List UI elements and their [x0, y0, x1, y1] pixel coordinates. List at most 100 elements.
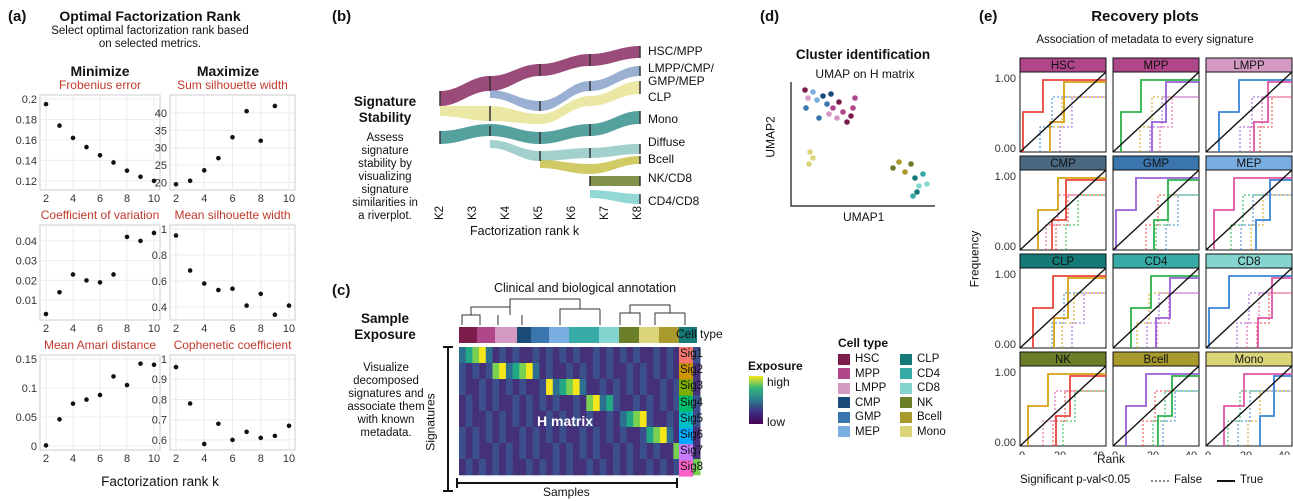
heatmap-cell [519, 347, 527, 364]
heatmap-cell [465, 443, 473, 460]
heatmap-cell [619, 427, 627, 444]
umap-point [848, 113, 854, 119]
heatmap-cell [666, 379, 674, 396]
heatmap-cell [492, 443, 500, 460]
signatures-bracket [443, 346, 453, 492]
signature-label: Sig6 [680, 429, 704, 442]
legend-item-hsc: HSC [838, 352, 886, 367]
y-tick-label: 0.03 [16, 256, 37, 268]
metric-title: Mean silhouette width [174, 208, 290, 222]
recovery-line-false [1045, 194, 1106, 250]
heatmap-cell [613, 347, 621, 364]
heatmap-cell [505, 347, 513, 364]
y-tick-label: 35 [155, 125, 167, 137]
data-point [43, 443, 49, 448]
data-point [244, 108, 249, 114]
heatmap-cell [593, 363, 600, 380]
legend-label: CMP [855, 396, 881, 409]
heatmap-cell [546, 443, 554, 460]
signature-label: Sig2 [680, 364, 704, 377]
heatmap-cell [559, 363, 567, 380]
legend-swatch [900, 353, 912, 365]
heatmap-cell [653, 411, 661, 428]
recovery-line-true [1055, 375, 1106, 446]
recovery-line-true [1053, 277, 1106, 348]
heatmap-cell [633, 347, 641, 364]
heatmap-cell [626, 395, 634, 412]
recovery-line-true [1208, 275, 1292, 348]
heatmap-cell [539, 411, 547, 428]
y-tick-label: 0.15 [16, 354, 37, 366]
heatmap-cell [532, 443, 540, 460]
recovery-line-true [1213, 177, 1292, 250]
heatmap-cell [459, 379, 466, 396]
heatmap-cell [472, 379, 480, 396]
diagonal-reference [1112, 169, 1200, 251]
recovery-line-true [1051, 179, 1106, 250]
legend-label: Bcell [917, 411, 942, 424]
heatmap-cell [626, 443, 634, 460]
signature-label: Sig7 [680, 445, 704, 458]
heatmap-cell [666, 347, 674, 364]
umap-point [805, 95, 811, 101]
signature-label: Sig8 [680, 461, 704, 474]
signature-color-chip [679, 444, 693, 461]
rank-tick-K8: K8 [632, 205, 644, 220]
heatmap-cell [505, 379, 513, 396]
heatmap-cell [693, 347, 701, 364]
heatmap-cell [546, 459, 554, 476]
heatmap-cell [633, 443, 641, 460]
data-point [187, 268, 193, 273]
legend-item-mono: Mono [900, 425, 946, 440]
x-tick-label: 10 [283, 323, 295, 335]
legend-label: CLP [917, 353, 940, 366]
x-tick-label: 6 [229, 323, 235, 335]
heatmap-cell [613, 443, 621, 460]
heatmap-cell [666, 427, 674, 444]
heatmap-cell [532, 411, 540, 428]
recovery-line-false [1165, 194, 1199, 250]
heatmap-cell [552, 427, 560, 444]
river-label-cd4cd8: CD4/CD8 [648, 194, 700, 208]
heatmap-cell [566, 411, 574, 428]
recovery-line-false [1159, 96, 1199, 152]
heatmap-cell [559, 395, 567, 412]
signature-color-chip [679, 379, 693, 396]
heatmap-cell [613, 395, 621, 412]
heatmap-cell [613, 379, 621, 396]
recovery-line-false [1162, 390, 1199, 446]
flow-diffuse [490, 140, 640, 161]
heatmap-cell [593, 395, 600, 412]
facet-title: NK [1055, 354, 1071, 366]
y-tick-label: 25 [155, 160, 167, 172]
heatmap-cell [552, 443, 560, 460]
metric-title: Mean Amari distance [44, 338, 156, 352]
heatmap-cell [505, 427, 513, 444]
celltype-segment [599, 327, 619, 343]
heatmap-cell [566, 363, 574, 380]
heatmap-cell [526, 347, 533, 364]
diagonal-reference [1019, 365, 1107, 447]
y-tick-label: 0.14 [16, 155, 37, 167]
heatmap-cell [660, 395, 667, 412]
data-point [230, 286, 235, 292]
riverplot [439, 46, 641, 204]
heatmap-cell [626, 411, 634, 428]
heatmap-cell [660, 459, 667, 476]
heatmap-cell [639, 395, 647, 412]
heatmap-cell [586, 347, 594, 364]
legend-swatch [838, 353, 850, 365]
recovery-line-true [1218, 79, 1292, 152]
celltype-segment [619, 327, 639, 343]
panel-a-xlabel: Factorization rank k [101, 474, 219, 489]
heatmap-cell [485, 427, 493, 444]
heatmap-cell [693, 395, 701, 412]
heatmap-cell [660, 363, 667, 380]
x-tick-label: 0 [1019, 450, 1025, 455]
recovery-line-true [1130, 275, 1199, 348]
heatmap-cell [572, 411, 580, 428]
x-tick-label: 8 [124, 193, 130, 205]
data-point [43, 311, 49, 317]
facet-title: HSC [1051, 60, 1075, 72]
x-tick-label: 6 [97, 453, 103, 465]
